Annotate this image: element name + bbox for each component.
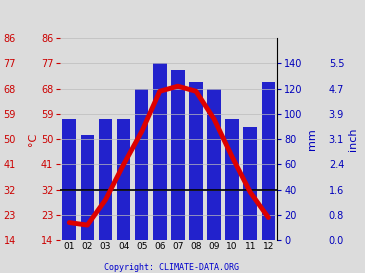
Bar: [153, 64, 166, 240]
Text: Copyright: CLIMATE-DATA.ORG: Copyright: CLIMATE-DATA.ORG: [104, 263, 239, 272]
Bar: [207, 89, 221, 240]
Bar: [171, 70, 185, 240]
Bar: [117, 119, 130, 240]
Bar: [189, 82, 203, 240]
Bar: [81, 135, 94, 240]
Y-axis label: inch: inch: [349, 127, 358, 151]
Bar: [99, 119, 112, 240]
Bar: [135, 89, 149, 240]
Bar: [262, 82, 275, 240]
Y-axis label: mm: mm: [307, 128, 317, 150]
Bar: [225, 119, 239, 240]
Y-axis label: °C: °C: [28, 133, 38, 146]
Bar: [62, 119, 76, 240]
Bar: [243, 127, 257, 240]
